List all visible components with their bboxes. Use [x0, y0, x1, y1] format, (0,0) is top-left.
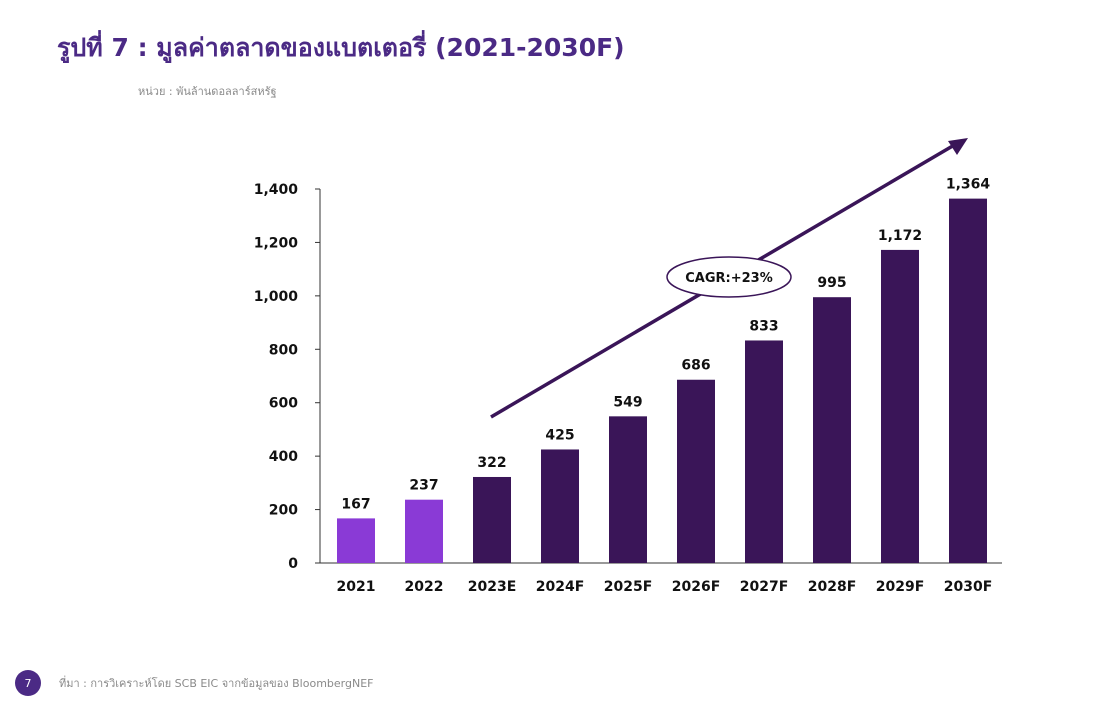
trend-arrow-head — [948, 138, 968, 155]
bar — [745, 340, 783, 563]
bar — [337, 518, 375, 563]
bar — [813, 297, 851, 563]
y-tick-label: 400 — [269, 449, 298, 465]
data-label: 995 — [817, 275, 846, 291]
y-tick-label: 1,400 — [254, 182, 299, 198]
x-tick-label: 2025F — [604, 579, 653, 595]
x-tick-label: 2029F — [876, 579, 925, 595]
x-tick-label: 2024F — [536, 579, 585, 595]
data-label: 1,364 — [946, 177, 991, 193]
y-tick-label: 800 — [269, 342, 298, 358]
x-tick-label: 2027F — [740, 579, 789, 595]
footer: 7 ที่มา : การวิเคราะห์โดย SCB EIC จากข้อ… — [15, 670, 373, 696]
x-tick-label: 2022 — [405, 579, 444, 595]
y-tick-label: 1,200 — [254, 235, 299, 251]
unit-note: หน่วย : พันล้านดอลลาร์สหรัฐ — [138, 85, 277, 98]
x-tick-label: 2028F — [808, 579, 857, 595]
data-label: 1,172 — [878, 228, 922, 244]
bar — [541, 449, 579, 563]
data-label: 425 — [545, 427, 574, 443]
bar — [473, 476, 511, 563]
cagr-ellipse — [666, 256, 792, 298]
x-tick-label: 2026F — [672, 579, 721, 595]
data-label: 686 — [681, 358, 710, 374]
data-label: 167 — [341, 496, 370, 512]
bar — [677, 379, 715, 563]
y-tick-label: 1,000 — [254, 289, 299, 305]
source-note: ที่มา : การวิเคราะห์โดย SCB EIC จากข้อมู… — [59, 677, 374, 690]
bar — [609, 416, 647, 563]
data-label: 237 — [409, 478, 438, 494]
page-number-badge: 7 — [15, 670, 41, 696]
cagr-annotation: CAGR:+23% — [685, 271, 773, 286]
data-label: 322 — [477, 455, 506, 471]
y-tick-label: 0 — [288, 556, 298, 572]
y-tick-label: 200 — [269, 503, 298, 519]
x-tick-label: 2030F — [944, 579, 993, 595]
data-label: 833 — [749, 318, 778, 334]
bar — [405, 499, 443, 563]
data-label: 549 — [613, 394, 642, 410]
page-title: รูปที่ 7 : มูลค่าตลาดของแบตเตอรี่ (2021-… — [57, 33, 625, 62]
y-tick-label: 600 — [269, 396, 298, 412]
bar — [881, 249, 919, 563]
x-tick-label: 2021 — [337, 579, 376, 595]
x-tick-label: 2023E — [468, 579, 517, 595]
bar — [949, 198, 987, 564]
